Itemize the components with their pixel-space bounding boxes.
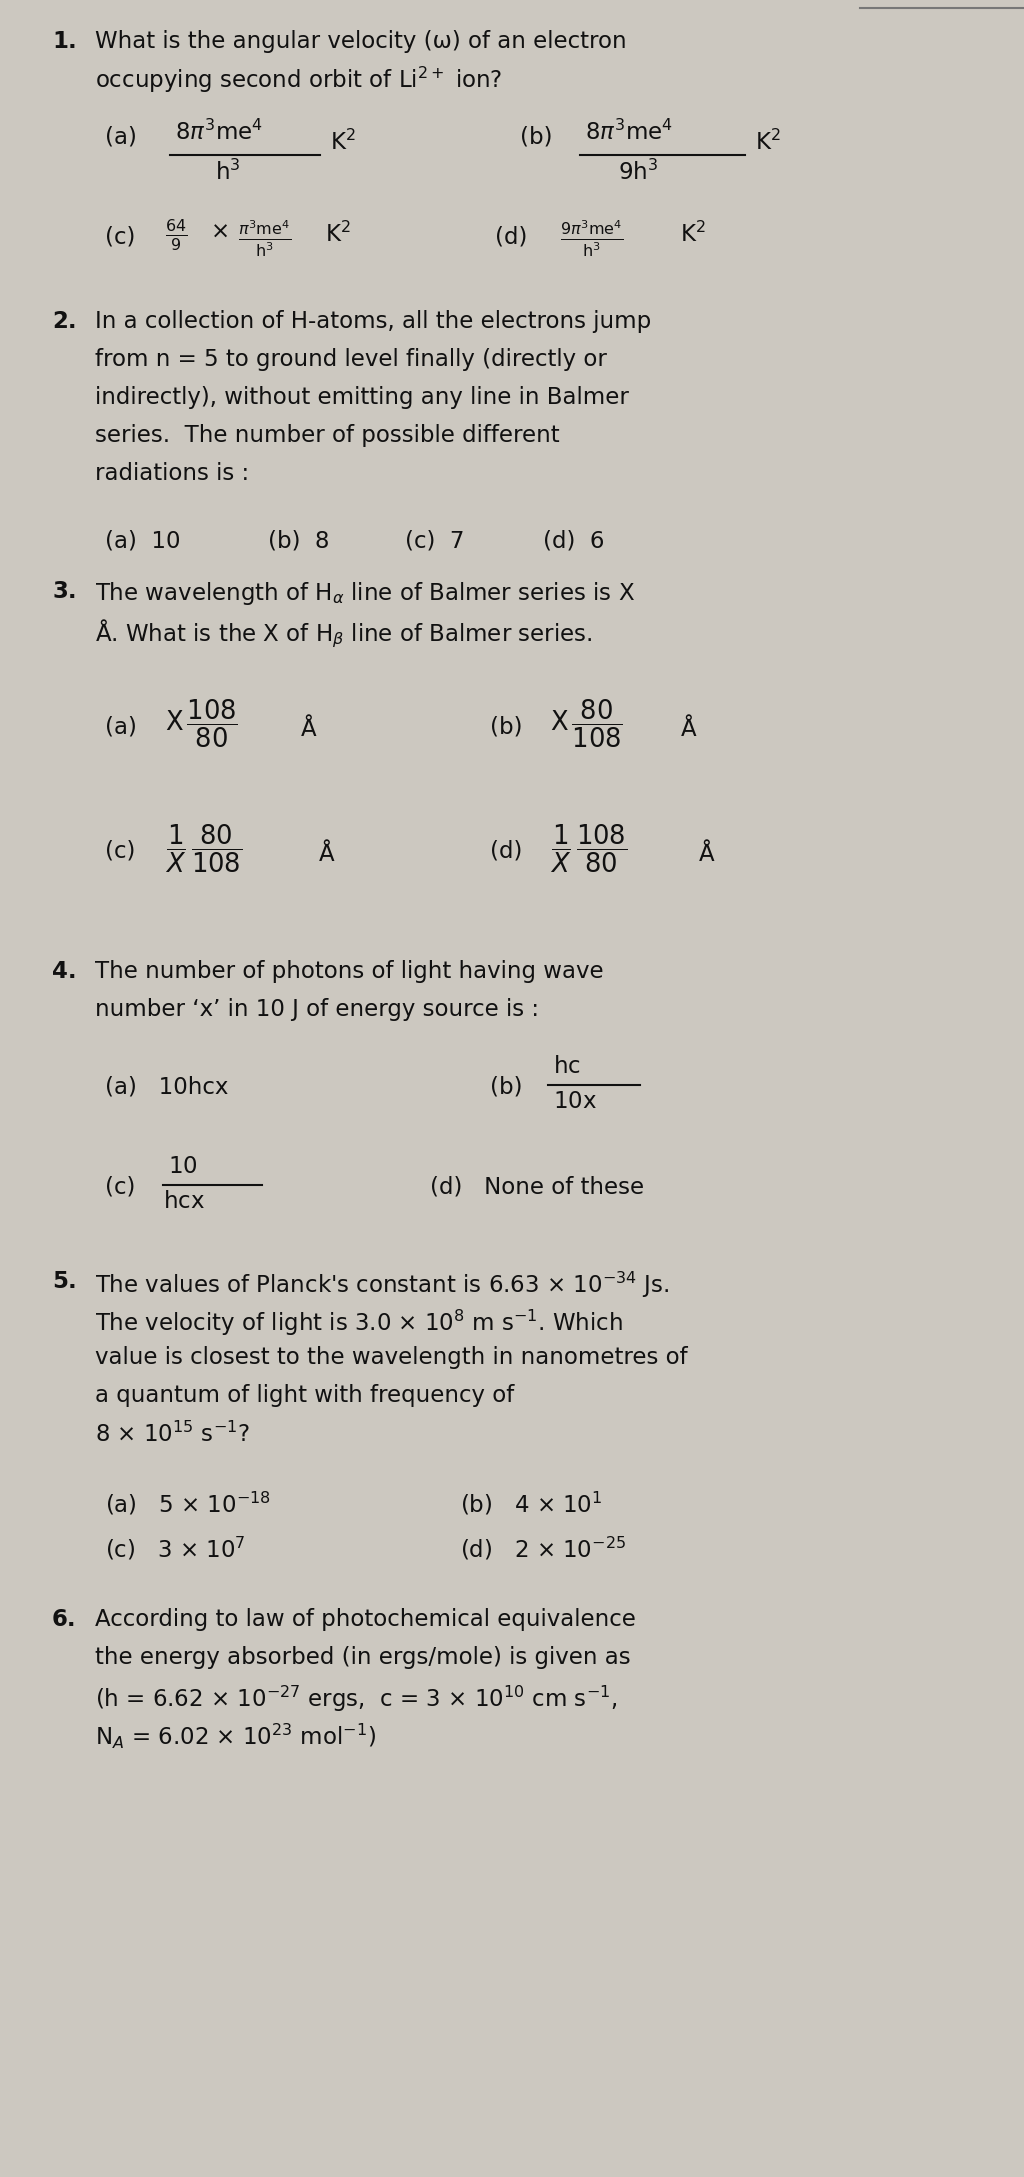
Text: (c)   3 $\times$ 10$^7$: (c) 3 $\times$ 10$^7$ — [105, 1535, 246, 1563]
Text: indirectly), without emitting any line in Balmer: indirectly), without emitting any line i… — [95, 385, 629, 409]
Text: 4.: 4. — [52, 960, 77, 984]
Text: $\mathrm{K}^2$: $\mathrm{K}^2$ — [330, 131, 355, 155]
Text: (d)  6: (d) 6 — [543, 529, 604, 553]
Text: (c): (c) — [105, 1176, 135, 1197]
Text: N$_A$ = 6.02 $\times$ 10$^{23}$ mol$^{-1}$): N$_A$ = 6.02 $\times$ 10$^{23}$ mol$^{-1… — [95, 1722, 376, 1750]
Text: $\dfrac{1}{X}\,\dfrac{108}{80}$: $\dfrac{1}{X}\,\dfrac{108}{80}$ — [550, 823, 628, 875]
Text: In a collection of H-atoms, all the electrons jump: In a collection of H-atoms, all the elec… — [95, 309, 651, 333]
Text: $\mathrm{hc}$: $\mathrm{hc}$ — [553, 1056, 581, 1078]
Text: series.  The number of possible different: series. The number of possible different — [95, 425, 560, 446]
Text: 2.: 2. — [52, 309, 77, 333]
Text: a quantum of light with frequency of: a quantum of light with frequency of — [95, 1385, 514, 1406]
Text: What is the angular velocity (ω) of an electron: What is the angular velocity (ω) of an e… — [95, 30, 627, 52]
Text: radiations is :: radiations is : — [95, 462, 249, 485]
Text: (h = 6.62 $\times$ 10$^{-27}$ ergs,  c = 3 $\times$ 10$^{10}$ cm s$^{-1}$,: (h = 6.62 $\times$ 10$^{-27}$ ergs, c = … — [95, 1685, 617, 1713]
Text: $\mathrm{h}^3$: $\mathrm{h}^3$ — [215, 159, 241, 185]
Text: $8\pi^3\mathrm{me}^4$: $8\pi^3\mathrm{me}^4$ — [585, 120, 673, 146]
Text: 5.: 5. — [52, 1269, 77, 1293]
Text: (a)   10hcx: (a) 10hcx — [105, 1075, 228, 1097]
Text: (b): (b) — [490, 1075, 522, 1097]
Text: $\mathrm{K}^2$: $\mathrm{K}^2$ — [755, 131, 780, 155]
Text: $\frac{\pi^3\mathrm{me}^4}{\mathrm{h}^3}$: $\frac{\pi^3\mathrm{me}^4}{\mathrm{h}^3}… — [238, 218, 291, 259]
Text: $\frac{64}{9}$: $\frac{64}{9}$ — [165, 218, 187, 253]
Text: The wavelength of H$_\alpha$ line of Balmer series is X: The wavelength of H$_\alpha$ line of Bal… — [95, 579, 635, 607]
Text: $\frac{9\pi^3\mathrm{me}^4}{\mathrm{h}^3}$: $\frac{9\pi^3\mathrm{me}^4}{\mathrm{h}^3… — [560, 218, 624, 259]
Text: The number of photons of light having wave: The number of photons of light having wa… — [95, 960, 603, 984]
Text: number ‘x’ in 10 J of energy source is :: number ‘x’ in 10 J of energy source is : — [95, 997, 539, 1021]
Text: occupying second orbit of Li$^{2+}$ ion?: occupying second orbit of Li$^{2+}$ ion? — [95, 65, 503, 96]
Text: (b)  8: (b) 8 — [268, 529, 330, 553]
Text: $\times$: $\times$ — [210, 220, 228, 244]
Text: The velocity of light is 3.0 $\times$ 10$^8$ m s$^{-1}$. Which: The velocity of light is 3.0 $\times$ 10… — [95, 1308, 623, 1339]
Text: (d)   None of these: (d) None of these — [430, 1176, 644, 1197]
Text: (c): (c) — [105, 224, 135, 248]
Text: (d)   2 $\times$ 10$^{-25}$: (d) 2 $\times$ 10$^{-25}$ — [460, 1535, 626, 1563]
Text: from n = 5 to ground level finally (directly or: from n = 5 to ground level finally (dire… — [95, 348, 607, 370]
Text: (d): (d) — [490, 840, 522, 862]
Text: (b)   4 $\times$ 10$^1$: (b) 4 $\times$ 10$^1$ — [460, 1489, 602, 1517]
Text: $\mathrm{K}^2$: $\mathrm{K}^2$ — [680, 222, 706, 248]
Text: 8 $\times$ 10$^{15}$ s$^{-1}$?: 8 $\times$ 10$^{15}$ s$^{-1}$? — [95, 1422, 250, 1448]
Text: $\mathrm{\AA}$: $\mathrm{\AA}$ — [300, 714, 317, 740]
Text: $\mathrm{hcx}$: $\mathrm{hcx}$ — [163, 1191, 205, 1213]
Text: The values of Planck's constant is 6.63 $\times$ 10$^{-34}$ Js.: The values of Planck's constant is 6.63 … — [95, 1269, 670, 1300]
Text: $9\mathrm{h}^3$: $9\mathrm{h}^3$ — [618, 159, 658, 185]
Text: $\mathrm{\AA}$. What is the X of H$_\beta$ line of Balmer series.: $\mathrm{\AA}$. What is the X of H$_\bet… — [95, 618, 592, 651]
Text: (a)  10: (a) 10 — [105, 529, 180, 553]
Text: $\dfrac{1}{X}\,\dfrac{80}{108}$: $\dfrac{1}{X}\,\dfrac{80}{108}$ — [165, 823, 243, 875]
Text: (d): (d) — [495, 224, 527, 248]
Text: $10$: $10$ — [168, 1156, 198, 1178]
Text: $8\pi^3\mathrm{me}^4$: $8\pi^3\mathrm{me}^4$ — [175, 120, 263, 146]
Text: (b): (b) — [520, 124, 553, 148]
Text: (a): (a) — [105, 124, 137, 148]
Text: (b): (b) — [490, 714, 522, 738]
Text: 6.: 6. — [52, 1609, 77, 1631]
Text: $\mathrm{K}^2$: $\mathrm{K}^2$ — [325, 222, 351, 248]
Text: 3.: 3. — [52, 579, 77, 603]
Text: $10\mathrm{x}$: $10\mathrm{x}$ — [553, 1091, 597, 1112]
Text: $\mathrm{\AA}$: $\mathrm{\AA}$ — [680, 714, 697, 740]
Text: (a)   5 $\times$ 10$^{-18}$: (a) 5 $\times$ 10$^{-18}$ — [105, 1489, 271, 1517]
Text: $\mathrm{X}\,\dfrac{80}{108}$: $\mathrm{X}\,\dfrac{80}{108}$ — [550, 699, 623, 751]
Text: (c)  7: (c) 7 — [406, 529, 465, 553]
Text: (c): (c) — [105, 840, 135, 862]
Text: (a): (a) — [105, 714, 137, 738]
Text: $\mathrm{\AA}$: $\mathrm{\AA}$ — [318, 840, 336, 866]
Text: $\mathrm{X}\,\dfrac{108}{80}$: $\mathrm{X}\,\dfrac{108}{80}$ — [165, 699, 238, 751]
Text: According to law of photochemical equivalence: According to law of photochemical equiva… — [95, 1609, 636, 1631]
Text: value is closest to the wavelength in nanometres of: value is closest to the wavelength in na… — [95, 1345, 688, 1369]
Text: 1.: 1. — [52, 30, 77, 52]
Text: the energy absorbed (in ergs/mole) is given as: the energy absorbed (in ergs/mole) is gi… — [95, 1646, 631, 1670]
Text: $\mathrm{\AA}$: $\mathrm{\AA}$ — [698, 840, 716, 866]
